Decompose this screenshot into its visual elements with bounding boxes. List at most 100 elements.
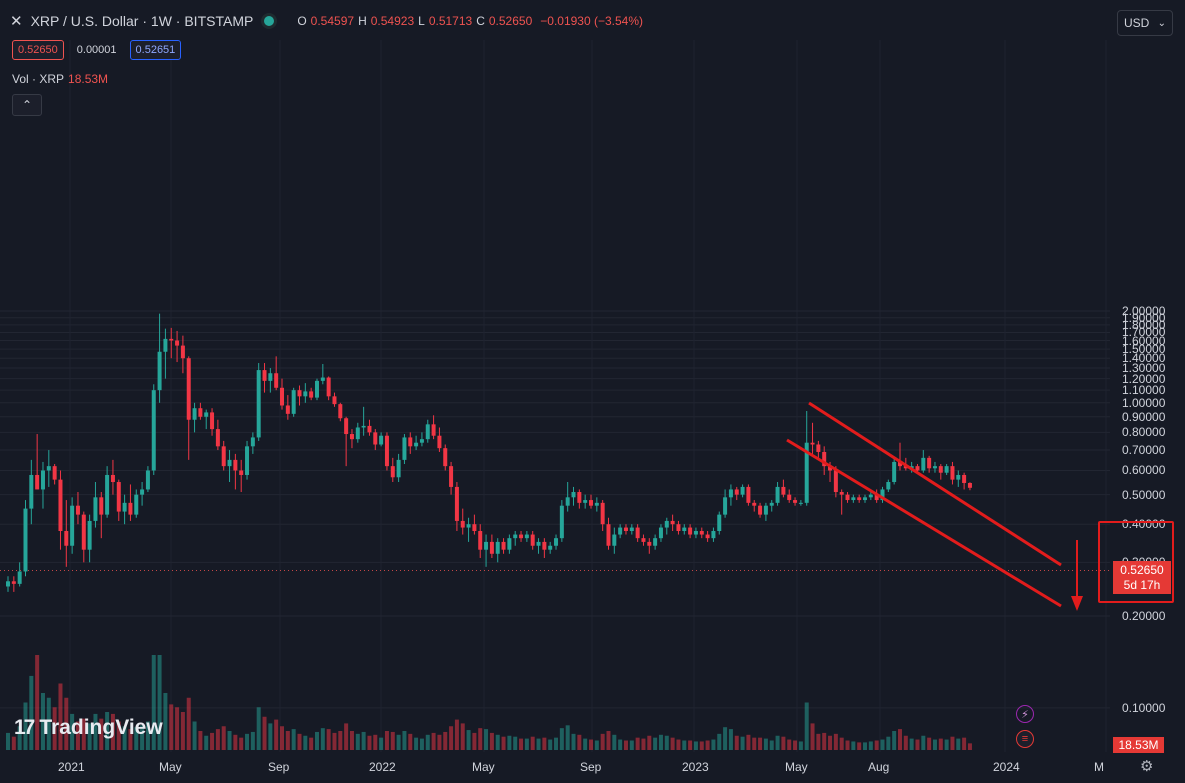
volume-bar bbox=[291, 729, 296, 750]
candle-body bbox=[93, 497, 98, 521]
volume-bar bbox=[93, 713, 98, 750]
sell-button[interactable]: 0.52650 bbox=[12, 40, 64, 60]
volume-bar bbox=[804, 702, 809, 750]
volume-bar bbox=[880, 739, 885, 750]
price-axis-label: 1.30000 bbox=[1122, 361, 1166, 376]
volume-bar bbox=[740, 736, 745, 750]
channel-lower-line[interactable] bbox=[786, 438, 1062, 608]
candle-body bbox=[245, 446, 250, 475]
time-axis-label: 2023 bbox=[682, 760, 709, 774]
candle-body bbox=[548, 545, 553, 550]
close-icon[interactable]: ✕ bbox=[10, 13, 23, 30]
candle-body bbox=[256, 370, 261, 438]
volume-bar bbox=[618, 739, 623, 750]
candle-body bbox=[52, 466, 57, 480]
volume-bar bbox=[122, 726, 127, 750]
downtrend-channel[interactable] bbox=[786, 401, 1083, 611]
candle-body bbox=[408, 437, 413, 447]
candle-body bbox=[787, 494, 792, 501]
price-axis-label: 0.90000 bbox=[1122, 409, 1166, 424]
volume-bar bbox=[903, 735, 908, 750]
volume-bar bbox=[839, 737, 844, 750]
price-axis-label: 1.00000 bbox=[1122, 395, 1166, 410]
candle-body bbox=[134, 494, 139, 515]
candle-body bbox=[239, 470, 244, 475]
candle-body bbox=[70, 505, 75, 546]
candle-body bbox=[583, 500, 588, 503]
candle-body bbox=[682, 527, 687, 532]
volume-bar bbox=[40, 693, 45, 750]
time-axis-label: Aug bbox=[868, 760, 890, 774]
candle-body bbox=[163, 338, 168, 352]
volume-bar bbox=[519, 738, 524, 750]
volume-bar bbox=[664, 735, 669, 750]
candle-body bbox=[338, 404, 343, 419]
volume-bar bbox=[140, 725, 145, 750]
candle-body bbox=[105, 474, 110, 515]
volume-bar bbox=[565, 725, 570, 750]
volume-bar bbox=[822, 732, 827, 750]
candle-body bbox=[495, 541, 500, 554]
candle-body bbox=[180, 345, 185, 359]
channel-upper-line[interactable] bbox=[808, 401, 1062, 567]
volume-bar bbox=[956, 738, 961, 750]
candle-body bbox=[781, 486, 786, 495]
volume-bar bbox=[314, 731, 319, 750]
currency-select[interactable]: USD ⌄ bbox=[1117, 10, 1173, 36]
candle-body bbox=[285, 405, 290, 414]
volume-bar bbox=[606, 731, 611, 750]
volume-bar bbox=[431, 732, 436, 750]
candle-body bbox=[414, 442, 419, 447]
candle-body bbox=[962, 474, 967, 483]
candle-body bbox=[629, 527, 634, 532]
candle-body bbox=[886, 482, 891, 490]
volume-bar bbox=[332, 732, 337, 750]
volume-bar bbox=[781, 736, 786, 750]
symbol-title[interactable]: XRP / U.S. Dollar · 1W · BITSTAMP bbox=[30, 13, 254, 29]
gear-icon[interactable]: ⚙ bbox=[1140, 758, 1154, 775]
candle-body bbox=[379, 435, 384, 445]
candle-body bbox=[711, 531, 716, 539]
us-flag-icon[interactable]: ≡ bbox=[1016, 730, 1034, 748]
candle-body bbox=[921, 457, 926, 471]
volume-bar bbox=[769, 740, 774, 750]
price-axis-label: 1.10000 bbox=[1122, 383, 1166, 398]
candle-body bbox=[64, 531, 69, 546]
volume-bar bbox=[157, 655, 162, 750]
candle-body bbox=[723, 497, 728, 515]
volume-bar bbox=[577, 734, 582, 750]
price-axis-label: 1.20000 bbox=[1122, 371, 1166, 386]
price-axis-label: 0.60000 bbox=[1122, 463, 1166, 478]
volume-bar bbox=[52, 707, 57, 750]
volume-bar bbox=[944, 739, 949, 750]
candle-body bbox=[419, 439, 424, 443]
volume-bar bbox=[594, 740, 599, 750]
candle-body bbox=[740, 486, 745, 495]
flash-icon[interactable]: ⚡ bbox=[1016, 705, 1034, 723]
volume-bar bbox=[384, 731, 389, 750]
collapse-legend-button[interactable]: ⌃ bbox=[12, 94, 42, 116]
volume-bar bbox=[419, 738, 424, 750]
candle-body bbox=[927, 457, 932, 469]
volume-bar bbox=[320, 728, 325, 750]
volume-bar bbox=[29, 675, 34, 750]
volume-bar bbox=[210, 732, 215, 750]
tradingview-logo[interactable]: 17 TradingView bbox=[14, 716, 163, 740]
candle-body bbox=[828, 466, 833, 471]
price-axis-label: 0.50000 bbox=[1122, 487, 1166, 502]
volume-bar bbox=[297, 733, 302, 750]
candle-body bbox=[472, 524, 477, 532]
candle-body bbox=[571, 492, 576, 498]
volume-bar bbox=[658, 734, 663, 750]
candle-body bbox=[810, 442, 815, 445]
ohlc-high-key: H bbox=[358, 14, 367, 28]
buy-button[interactable]: 0.52651 bbox=[129, 40, 182, 60]
candle-body bbox=[11, 581, 16, 584]
volume-bar bbox=[688, 740, 693, 750]
candle-body bbox=[519, 534, 524, 539]
candle-body bbox=[227, 459, 232, 467]
volume-bar bbox=[274, 719, 279, 750]
down-arrow-head bbox=[1071, 596, 1083, 611]
volume-bar bbox=[6, 732, 10, 750]
